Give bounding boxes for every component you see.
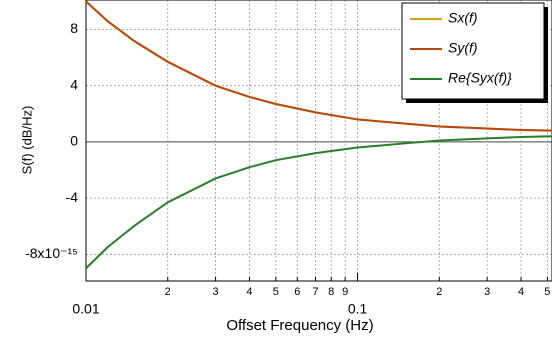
x-tick-label: 9 bbox=[342, 286, 348, 298]
y-axis-label: S(f) (dB/Hz) bbox=[19, 106, 34, 175]
x-tick-label: 2 bbox=[436, 286, 442, 298]
x-tick-label: 7 bbox=[312, 286, 318, 298]
legend-label: Sy(f) bbox=[448, 40, 478, 56]
x-tick-label: 6 bbox=[294, 286, 300, 298]
y-tick-label: 0 bbox=[70, 133, 78, 149]
x-tick-label: 3 bbox=[213, 286, 219, 298]
x-tick-label: 2 bbox=[165, 286, 171, 298]
y-tick-label: 4 bbox=[70, 76, 78, 92]
x-tick-label: 0.1 bbox=[348, 301, 368, 317]
series-line bbox=[85, 0, 552, 132]
x-tick-label: 3 bbox=[484, 286, 490, 298]
x-tick-label: 5 bbox=[273, 286, 279, 298]
x-tick-label: 4 bbox=[246, 286, 252, 298]
legend-label: Re{Syx(f)} bbox=[448, 70, 512, 86]
y-tick-label: 8 bbox=[70, 20, 78, 36]
x-tick-label: 0.01 bbox=[72, 301, 99, 317]
series-line bbox=[85, 135, 552, 270]
x-axis-label: Offset Frequency (Hz) bbox=[226, 317, 373, 334]
x-tick-label: 5 bbox=[544, 286, 550, 298]
plot-frame bbox=[85, 0, 552, 282]
x-tick-label: 8 bbox=[328, 286, 334, 298]
legend-label: Sx(f) bbox=[448, 10, 478, 26]
y-tick-label: -8x10⁻¹⁵ bbox=[25, 245, 78, 261]
y-tick-label: -4 bbox=[66, 189, 79, 205]
x-tick-label: 4 bbox=[518, 286, 524, 298]
